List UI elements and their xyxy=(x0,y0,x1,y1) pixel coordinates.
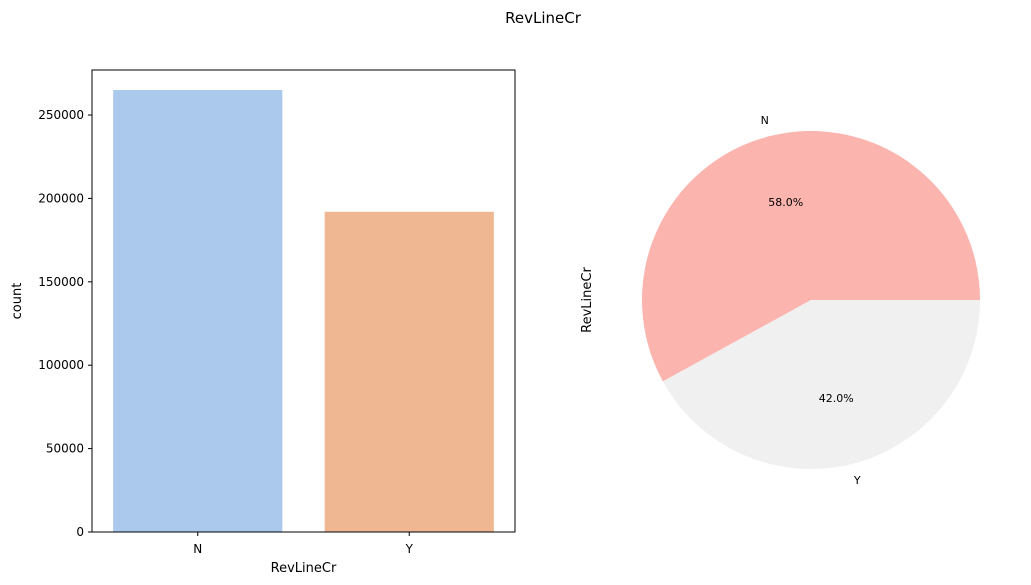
pie-label: Y xyxy=(853,474,861,487)
pie-slice-N xyxy=(642,131,980,382)
y-axis: 0 50000 100000 150000 200000 250000 xyxy=(38,108,92,539)
x-tick-label: Y xyxy=(405,542,414,556)
x-tick-label: N xyxy=(193,542,202,556)
pie-slice-Y xyxy=(662,300,980,470)
bar-Y xyxy=(324,211,494,532)
y-tick-label: 100000 xyxy=(38,358,84,372)
pie-chart: N 58.0% Y 42.0% RevLineCr xyxy=(580,114,980,487)
pie-percent-label: 58.0% xyxy=(768,196,803,209)
pie-label: N xyxy=(761,114,769,127)
y-tick-label: 250000 xyxy=(38,108,84,122)
figure-title: RevLineCr xyxy=(505,9,582,27)
pie-y-axis-label: RevLineCr xyxy=(580,267,595,333)
bar-marks xyxy=(113,90,494,533)
y-tick-label: 200000 xyxy=(38,191,84,205)
bar-N xyxy=(113,90,283,533)
plot-frame xyxy=(91,69,516,533)
y-tick-label: 0 xyxy=(76,525,84,539)
pie-percent-label: 42.0% xyxy=(819,392,854,405)
x-axis-label: RevLineCr xyxy=(271,561,337,576)
y-tick-label: 150000 xyxy=(38,275,84,289)
pie-marks: N 58.0% Y 42.0% xyxy=(642,114,980,487)
y-axis-label: count xyxy=(10,283,25,320)
y-tick-label: 50000 xyxy=(46,442,84,456)
